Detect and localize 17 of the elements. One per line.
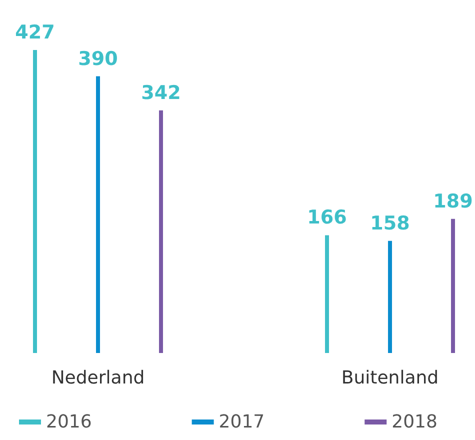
data-label: 427: [15, 22, 55, 44]
bar: [388, 240, 392, 353]
bar: [159, 110, 163, 353]
data-label: 158: [370, 212, 410, 234]
data-label: 342: [141, 82, 181, 104]
legend-label: 2017: [218, 412, 265, 432]
x-tick-label: Buitenland: [341, 368, 439, 388]
legend-label: 2018: [392, 412, 438, 432]
legend-label: 2016: [46, 412, 92, 432]
data-label: 189: [433, 190, 473, 212]
data-label: 390: [78, 48, 118, 70]
data-label: 166: [307, 206, 347, 229]
bar: [325, 235, 329, 353]
x-tick-label: Nederland: [51, 368, 145, 388]
bar: [33, 50, 37, 353]
bar: [96, 76, 100, 353]
bar: [451, 218, 455, 353]
